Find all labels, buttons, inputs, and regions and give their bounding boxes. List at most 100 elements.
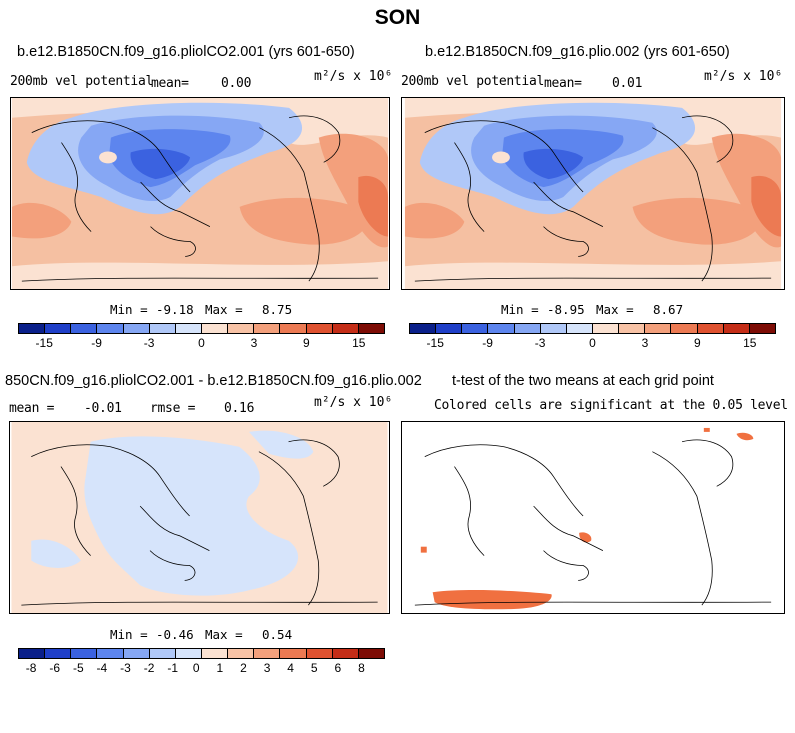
- colorbar-tick-label: 4: [287, 661, 294, 675]
- colorbar-tick-label: -3: [120, 661, 131, 675]
- colorbar-tick-label: -8: [25, 661, 37, 675]
- colorbar-panel1: [18, 323, 385, 334]
- colorbar-tick-label: -9: [91, 336, 102, 350]
- colorbar-tick-label: -9: [482, 336, 493, 350]
- colorbar-tick-label: -1: [167, 661, 178, 675]
- panel2-max-value: 8.67: [653, 302, 684, 317]
- colorbar-cell: [645, 324, 672, 333]
- panel1-field: 200mb vel potential: [10, 74, 154, 89]
- colorbar-cell: [45, 324, 72, 333]
- colorbar-tick-label: 0: [192, 661, 200, 675]
- colorbar-cell: [332, 324, 359, 333]
- panel1-map: [10, 97, 390, 290]
- colorbar-tick-label: 9: [694, 336, 701, 350]
- colorbar-tick-label: 2: [240, 661, 247, 675]
- panel2-mean-label: mean=: [544, 76, 582, 91]
- colorbar-panel3-ticks: -8 -6 -5 -4 -3 -2 -1 0 1 2 3 4 5 6 8: [18, 661, 385, 677]
- colorbar-cell: [228, 649, 255, 658]
- panel1-mean-value: 0.00: [221, 76, 252, 91]
- colorbar-cell: [97, 324, 124, 333]
- panel3-title: 850CN.f09_g16.pliolCO2.001 - b.e12.B1850…: [5, 373, 422, 389]
- panel3-max-label: Max =: [205, 627, 243, 642]
- colorbar-cell: [175, 649, 202, 658]
- colorbar-panel1-ticks: -15 -9 -3 0 3 9 15: [18, 336, 385, 352]
- panel1-max-label: Max =: [205, 302, 243, 317]
- panel3-mean-value: -0.01: [84, 401, 122, 416]
- colorbar-cell: [71, 649, 98, 658]
- colorbar-tick-label: 3: [250, 336, 258, 350]
- colorbar-cell: [592, 324, 620, 333]
- colorbar-cell: [228, 324, 255, 333]
- colorbar-tick-label: 1: [216, 661, 224, 675]
- colorbar-cell: [123, 649, 150, 658]
- colorbar-cell: [280, 649, 307, 658]
- colorbar-cell: [723, 324, 750, 333]
- colorbar-cell: [306, 649, 333, 658]
- colorbar-cell: [436, 324, 463, 333]
- colorbar-tick-label: 3: [263, 661, 271, 675]
- significant-cells: [420, 427, 754, 610]
- colorbar-cell: [254, 649, 281, 658]
- colorbar-cell: [410, 324, 437, 333]
- colorbar-cell: [71, 324, 98, 333]
- panel3-min-label: Min =: [110, 627, 148, 642]
- panel4-map: [401, 421, 785, 614]
- colorbar-tick-label: 3: [641, 336, 649, 350]
- colorbar-cell: [306, 324, 333, 333]
- colorbar-tick-label: 8: [358, 661, 365, 675]
- colorbar-tick-label: 5: [310, 661, 318, 675]
- panel2-title: b.e12.B1850CN.f09_g16.plio.002 (yrs 601-…: [425, 44, 730, 60]
- colorbar-cell: [280, 324, 307, 333]
- colorbar-cell: [462, 324, 489, 333]
- colorbar-tick-label: -15: [426, 336, 444, 350]
- colorbar-panel2-ticks: -15 -9 -3 0 3 9 15: [409, 336, 776, 352]
- colorbar-cell: [488, 324, 515, 333]
- colorbar-tick-label: 0: [198, 336, 205, 350]
- panel3-mean-label: mean =: [9, 401, 55, 416]
- colorbar-cell: [149, 324, 176, 333]
- panel2-map: [401, 97, 785, 290]
- panel1-min-label: Min =: [110, 302, 148, 317]
- colorbar-cell: [566, 324, 593, 333]
- colorbar-tick-label: -6: [49, 661, 61, 675]
- panel1-min-value: -9.18: [156, 302, 194, 317]
- colorbar-tick-label: -4: [96, 661, 108, 675]
- colorbar-tick-label: 9: [303, 336, 310, 350]
- colorbar-cell: [123, 324, 150, 333]
- colorbar-cell: [45, 649, 72, 658]
- colorbar-cell: [671, 324, 698, 333]
- panel2-min-label: Min =: [501, 302, 539, 317]
- panel2-min-value: -8.95: [547, 302, 585, 317]
- panel2-units: m²/s x 10⁶: [704, 69, 783, 84]
- colorbar-tick-label: 15: [743, 336, 757, 350]
- colorbar-cell: [514, 324, 541, 333]
- colorbar-cell: [332, 649, 359, 658]
- colorbar-cell: [175, 324, 202, 333]
- colorbar-cell: [697, 324, 724, 333]
- colorbar-tick-label: 6: [334, 661, 342, 675]
- panel1-title: b.e12.B1850CN.f09_g16.pliolCO2.001 (yrs …: [17, 44, 355, 60]
- colorbar-tick-label: -5: [72, 661, 84, 675]
- panel1-max-value: 8.75: [262, 302, 293, 317]
- panel2-max-label: Max =: [596, 302, 634, 317]
- colorbar-tick-label: -3: [534, 336, 546, 350]
- colorbar-cell: [619, 324, 646, 333]
- figure-title: SON: [374, 6, 421, 29]
- colorbar-cell: [358, 649, 384, 658]
- colorbar-cell: [19, 324, 46, 333]
- colorbar-tick-label: 0: [589, 336, 596, 350]
- colorbar-cell: [97, 649, 124, 658]
- colorbar-cell: [540, 324, 567, 333]
- panel3-map: [9, 421, 390, 614]
- colorbar-panel3: [18, 648, 385, 659]
- colorbar-cell: [19, 649, 46, 658]
- panel4-title: t-test of the two means at each grid poi…: [452, 373, 714, 389]
- panel3-rmse-label: rmse =: [150, 401, 196, 416]
- panel3-min-value: -0.46: [156, 627, 194, 642]
- colorbar-cell: [254, 324, 281, 333]
- colorbar-cell: [201, 324, 229, 333]
- colorbar-tick-label: 15: [352, 336, 366, 350]
- panel2-mean-value: 0.01: [612, 76, 643, 91]
- panel2-field: 200mb vel potential: [401, 74, 545, 89]
- panel3-rmse-value: 0.16: [224, 401, 255, 416]
